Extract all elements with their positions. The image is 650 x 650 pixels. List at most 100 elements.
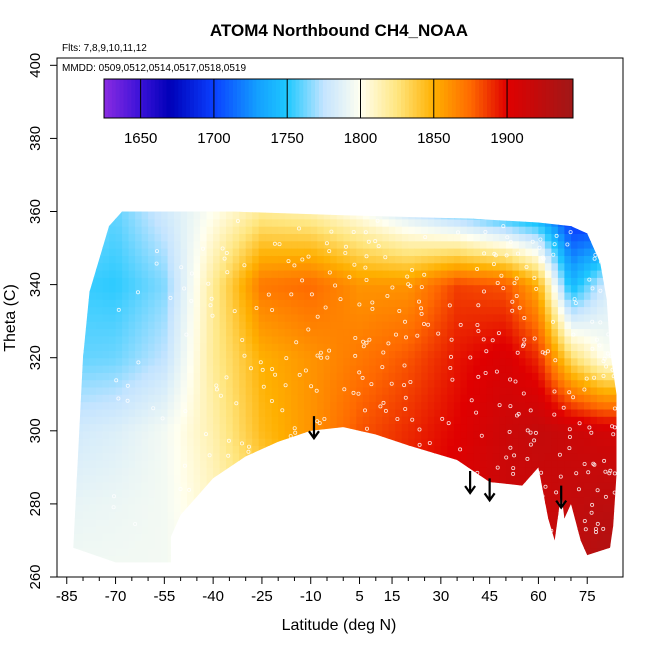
heatmap-cell (434, 474, 442, 483)
heatmap-cell (584, 489, 592, 498)
sample-point (417, 442, 422, 447)
heatmap-cell (154, 321, 162, 330)
heatmap-cell (395, 328, 403, 337)
sample-point (602, 246, 607, 251)
colorbar-segment (131, 79, 136, 118)
heatmap-cell (83, 467, 91, 476)
heatmap-cell (89, 445, 97, 454)
heatmap-cell (291, 321, 299, 330)
heatmap-cell (382, 555, 390, 563)
heatmap-cell (148, 386, 156, 395)
heatmap-cell (349, 503, 357, 512)
heatmap-cell (499, 401, 507, 410)
heatmap-cell (415, 562, 422, 570)
heatmap-cell (278, 233, 286, 242)
heatmap-cell (362, 460, 370, 468)
heatmap-cell (200, 408, 208, 417)
heatmap-cell (265, 277, 273, 286)
heatmap-cell (122, 401, 130, 410)
heatmap-cell (265, 518, 273, 527)
heatmap-cell (375, 474, 383, 483)
heatmap-cell (603, 401, 611, 410)
heatmap-cell (505, 386, 513, 395)
heatmap-cell (421, 211, 429, 213)
heatmap-cell (616, 408, 617, 417)
heatmap-cell (64, 372, 71, 380)
heatmap-cell (200, 503, 208, 512)
heatmap-cell (551, 482, 559, 490)
heatmap-cell (525, 270, 533, 278)
heatmap-cell (408, 255, 416, 264)
heatmap-cell (466, 496, 474, 505)
heatmap-cell (571, 379, 579, 388)
heatmap-cell (362, 299, 370, 308)
heatmap-cell (57, 541, 64, 549)
sample-point (327, 249, 332, 254)
heatmap-cell (310, 255, 318, 264)
heatmap-cell (245, 416, 253, 425)
colorbar-segment (201, 79, 207, 118)
sample-point (410, 417, 415, 422)
heatmap-cell (102, 482, 110, 490)
heatmap-cell (278, 555, 286, 563)
heatmap-cell (388, 474, 396, 483)
heatmap-cell (356, 489, 364, 498)
heatmap-cell (421, 226, 429, 234)
heatmap-cell (525, 321, 533, 330)
heatmap-cell (213, 438, 221, 446)
heatmap-cell (187, 423, 195, 432)
heatmap-cell (109, 211, 117, 220)
heatmap-cell (161, 343, 169, 351)
heatmap-cell (258, 335, 266, 344)
heatmap-cell (525, 372, 533, 381)
heatmap-cell (304, 489, 312, 498)
heatmap-cell (57, 526, 64, 534)
heatmap-cell (193, 270, 201, 278)
heatmap-cell (590, 240, 598, 249)
heatmap-cell (401, 335, 409, 344)
heatmap-cell (161, 423, 169, 432)
heatmap-cell (460, 299, 468, 308)
sample-point (258, 360, 263, 365)
heatmap-cell (180, 401, 188, 410)
sample-point (597, 343, 602, 348)
heatmap-cell (57, 241, 64, 249)
sample-point (369, 527, 374, 532)
heatmap-cell (128, 335, 136, 344)
heatmap-cell (109, 233, 117, 242)
sample-point (476, 374, 481, 379)
heatmap-cell (226, 284, 234, 293)
sample-point (508, 445, 513, 450)
heatmap-cell (245, 372, 253, 381)
heatmap-cell (180, 533, 188, 541)
heatmap-cell (492, 233, 500, 242)
heatmap-cell (434, 365, 442, 373)
heatmap-cell (388, 547, 396, 556)
heatmap-cell (161, 218, 169, 227)
heatmap-cell (64, 424, 71, 432)
heatmap-cell (174, 416, 182, 425)
heatmap-cell (414, 555, 422, 563)
heatmap-cell (271, 299, 279, 308)
sample-point (189, 271, 194, 276)
heatmap-cell (466, 540, 474, 549)
heatmap-cell (356, 482, 364, 490)
heatmap-cell (83, 372, 91, 381)
heatmap-cell (466, 416, 474, 425)
heatmap-cell (128, 313, 136, 322)
heatmap-cell (239, 211, 247, 220)
heatmap-cell (57, 270, 64, 278)
heatmap-cell (297, 379, 305, 388)
heatmap-cell (388, 467, 396, 476)
heatmap-cell (557, 430, 565, 439)
heatmap-cell (265, 496, 273, 505)
heatmap-cell (349, 452, 357, 461)
x-tick-label: -70 (105, 588, 127, 605)
sample-point (554, 233, 559, 238)
heatmap-cell (571, 482, 579, 490)
heatmap-cell (265, 423, 273, 432)
heatmap-cell (356, 211, 364, 213)
heatmap-cell (76, 394, 84, 403)
colorbar-segment (436, 79, 441, 118)
heatmap-cell (447, 262, 455, 271)
